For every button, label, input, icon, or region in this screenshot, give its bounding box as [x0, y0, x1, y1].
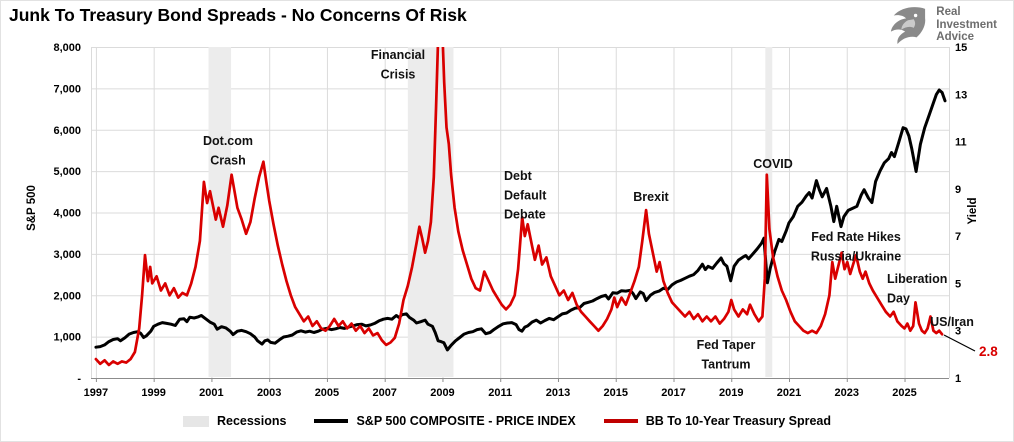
svg-text:1999: 1999	[141, 387, 165, 399]
svg-text:3: 3	[955, 326, 961, 338]
end-label-leader	[943, 334, 976, 352]
y-axis-right: 15 13 11 9 7 5 3 1	[955, 42, 967, 385]
svg-text:7,000: 7,000	[53, 83, 81, 95]
end-value-label: 2.8	[979, 344, 998, 359]
annotation-fed-rate-hikes: Russia/Ukraine	[811, 249, 901, 263]
x-axis-labels: 1997 1999 2001 2003 2005 2007 2009 2011 2013 2015…	[84, 387, 917, 399]
brand-name: Real Investment Advice	[936, 6, 997, 44]
annotation-fed-taper-tantrum: Fed Taper	[697, 338, 756, 352]
svg-text:2021: 2021	[777, 387, 801, 399]
svg-text:9: 9	[955, 184, 961, 196]
svg-text:1997: 1997	[84, 387, 108, 399]
x-axis	[91, 378, 949, 382]
left-axis-title: S&P 500	[26, 185, 38, 231]
svg-text:11: 11	[955, 137, 967, 149]
annotation-brexit: Brexit	[633, 190, 669, 204]
svg-text:2003: 2003	[257, 387, 281, 399]
svg-text:2005: 2005	[315, 387, 339, 399]
svg-text:15: 15	[955, 42, 967, 54]
annotation-liberation-day: Day	[887, 291, 910, 305]
svg-text:8,000: 8,000	[53, 42, 81, 54]
svg-text:7: 7	[955, 231, 961, 243]
right-axis-title: Yield	[967, 197, 979, 224]
annotation-liberation-day: Liberation	[887, 272, 947, 286]
svg-text:2011: 2011	[488, 387, 512, 399]
svg-text:2015: 2015	[603, 387, 627, 399]
svg-text:2,000: 2,000	[53, 290, 81, 302]
svg-text:2009: 2009	[430, 387, 454, 399]
svg-text:4,000: 4,000	[53, 208, 81, 220]
legend-item-sp500: S&P 500 COMPOSITE - PRICE INDEX	[314, 414, 576, 428]
svg-text:6,000: 6,000	[53, 125, 81, 137]
legend-item-bb-spread: BB To 10-Year Treasury Spread	[603, 414, 832, 428]
annotation-dotcom-crash: Dot.com	[203, 134, 253, 148]
annotation-debt-default-debate: Debt	[504, 169, 533, 183]
page-title: Junk To Treasury Bond Spreads - No Conce…	[9, 5, 467, 25]
legend-label-bb-spread: BB To 10-Year Treasury Spread	[645, 414, 832, 428]
legend-item-recessions: Recessions	[182, 414, 287, 428]
annotation-fed-rate-hikes: Fed Rate Hikes	[811, 230, 901, 244]
svg-text:5,000: 5,000	[53, 166, 81, 178]
recessions-swatch	[182, 415, 209, 427]
annotations: Dot.com Crash Financial Crisis Debt Default De…	[203, 48, 974, 371]
svg-text:3,000: 3,000	[53, 249, 81, 261]
annotation-us-iran: US/Iran	[930, 315, 974, 329]
svg-text:-: -	[77, 373, 81, 385]
legend-label-recessions: Recessions	[216, 414, 287, 428]
annotation-financial-crisis: Financial	[371, 48, 425, 62]
annotation-dotcom-crash: Crash	[210, 153, 245, 167]
annotation-financial-crisis: Crisis	[381, 67, 416, 81]
annotation-covid: COVID	[753, 157, 793, 171]
svg-text:2007: 2007	[372, 387, 396, 399]
brand-logo: Real Investment Advice	[887, 6, 997, 44]
svg-text:2017: 2017	[661, 387, 685, 399]
svg-text:1,000: 1,000	[53, 332, 81, 344]
legend-label-sp500: S&P 500 COMPOSITE - PRICE INDEX	[356, 414, 576, 428]
sp500-swatch	[314, 419, 349, 423]
svg-text:13: 13	[955, 89, 967, 101]
svg-text:2013: 2013	[546, 387, 570, 399]
series-bb-spread-line	[94, 47, 944, 367]
bb-spread-swatch	[603, 419, 638, 423]
series-sp500-line	[94, 88, 947, 352]
annotation-debt-default-debate: Debate	[504, 208, 546, 222]
svg-text:2019: 2019	[719, 387, 743, 399]
svg-text:2001: 2001	[199, 387, 223, 399]
y-axis-left: 8,000 7,000 6,000 5,000 4,000 3,000 2,000 1,000…	[53, 42, 81, 385]
legend: Recessions S&P 500 COMPOSITE - PRICE IND…	[1, 414, 1013, 428]
eagle-icon	[891, 7, 926, 44]
svg-text:1: 1	[955, 373, 961, 385]
svg-text:2023: 2023	[835, 387, 859, 399]
svg-text:2025: 2025	[892, 387, 916, 399]
series	[94, 47, 947, 367]
annotation-debt-default-debate: Default	[504, 188, 547, 202]
annotation-fed-taper-tantrum: Tantrum	[701, 357, 750, 371]
svg-text:5: 5	[955, 278, 961, 290]
